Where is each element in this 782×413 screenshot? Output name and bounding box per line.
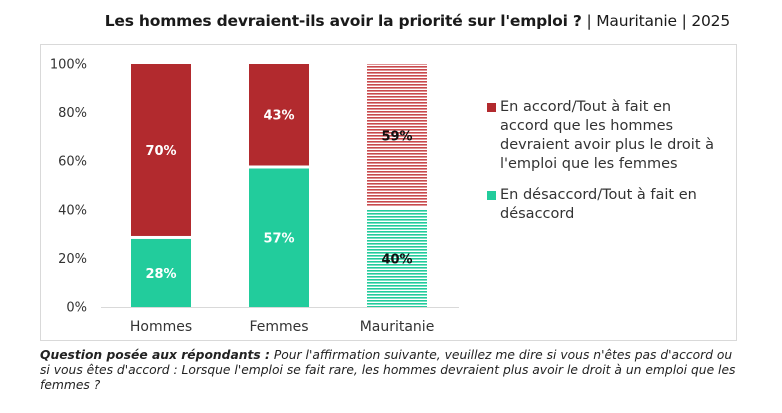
data-label-agree: 70% [145,144,176,159]
bar-disagree-hommes [131,238,191,307]
data-label-disagree: 40% [381,252,412,267]
bar-disagree-mauritanie [367,209,427,307]
data-label-disagree: 28% [145,267,176,282]
y-tick-label: 20% [58,252,87,267]
bar-chart: 0% 20% 40% 60% 80% 100% 28% 70% Hommes 57% 43% Femm… [50,58,459,335]
footnote-question-label: Question posée aux répondants : [40,348,270,362]
data-label-agree: 43% [263,109,294,124]
title-separator: | [586,12,592,30]
footnote-text: Pour l'affirmation suivante, veuillez me… [40,348,736,392]
title-year: 2025 [691,12,730,30]
legend-item-disagree: En désaccord/Tout à fait en désaccord [487,186,722,224]
category-label: Femmes [249,319,308,335]
data-label-disagree: 57% [263,232,294,247]
chart-frame: 0% 20% 40% 60% 80% 100% 28% 70% Hommes 57% 43% Femm… [40,44,737,341]
legend: En accord/Tout à fait en accord que les … [487,98,722,236]
legend-item-agree: En accord/Tout à fait en accord que les … [487,98,722,174]
category-label: Hommes [130,319,192,335]
title-country: Mauritanie [596,12,677,30]
y-tick-label: 60% [58,155,87,170]
category-label: Mauritanie [360,319,435,335]
title-separator: | [681,12,687,30]
legend-swatch-disagree [487,191,496,200]
data-label-agree: 59% [381,129,412,144]
legend-swatch-agree [487,103,496,112]
legend-label-disagree: En désaccord/Tout à fait en désaccord [500,187,697,222]
footnote: Question posée aux répondants : Pour l'a… [40,348,740,393]
y-tick-label: 100% [50,58,87,73]
y-tick-label: 40% [58,203,87,218]
bar-agree-femmes [249,64,309,166]
bar-agree-mauritanie [367,64,427,207]
chart-title: Les hommes devraient-ils avoir la priori… [40,12,730,30]
bar-agree-hommes [131,64,191,236]
y-tick-label: 0% [66,301,87,316]
title-main: Les hommes devraient-ils avoir la priori… [104,12,582,30]
legend-label-agree: En accord/Tout à fait en accord que les … [500,99,714,172]
bar-disagree-femmes [249,168,309,307]
y-tick-label: 80% [58,106,87,121]
